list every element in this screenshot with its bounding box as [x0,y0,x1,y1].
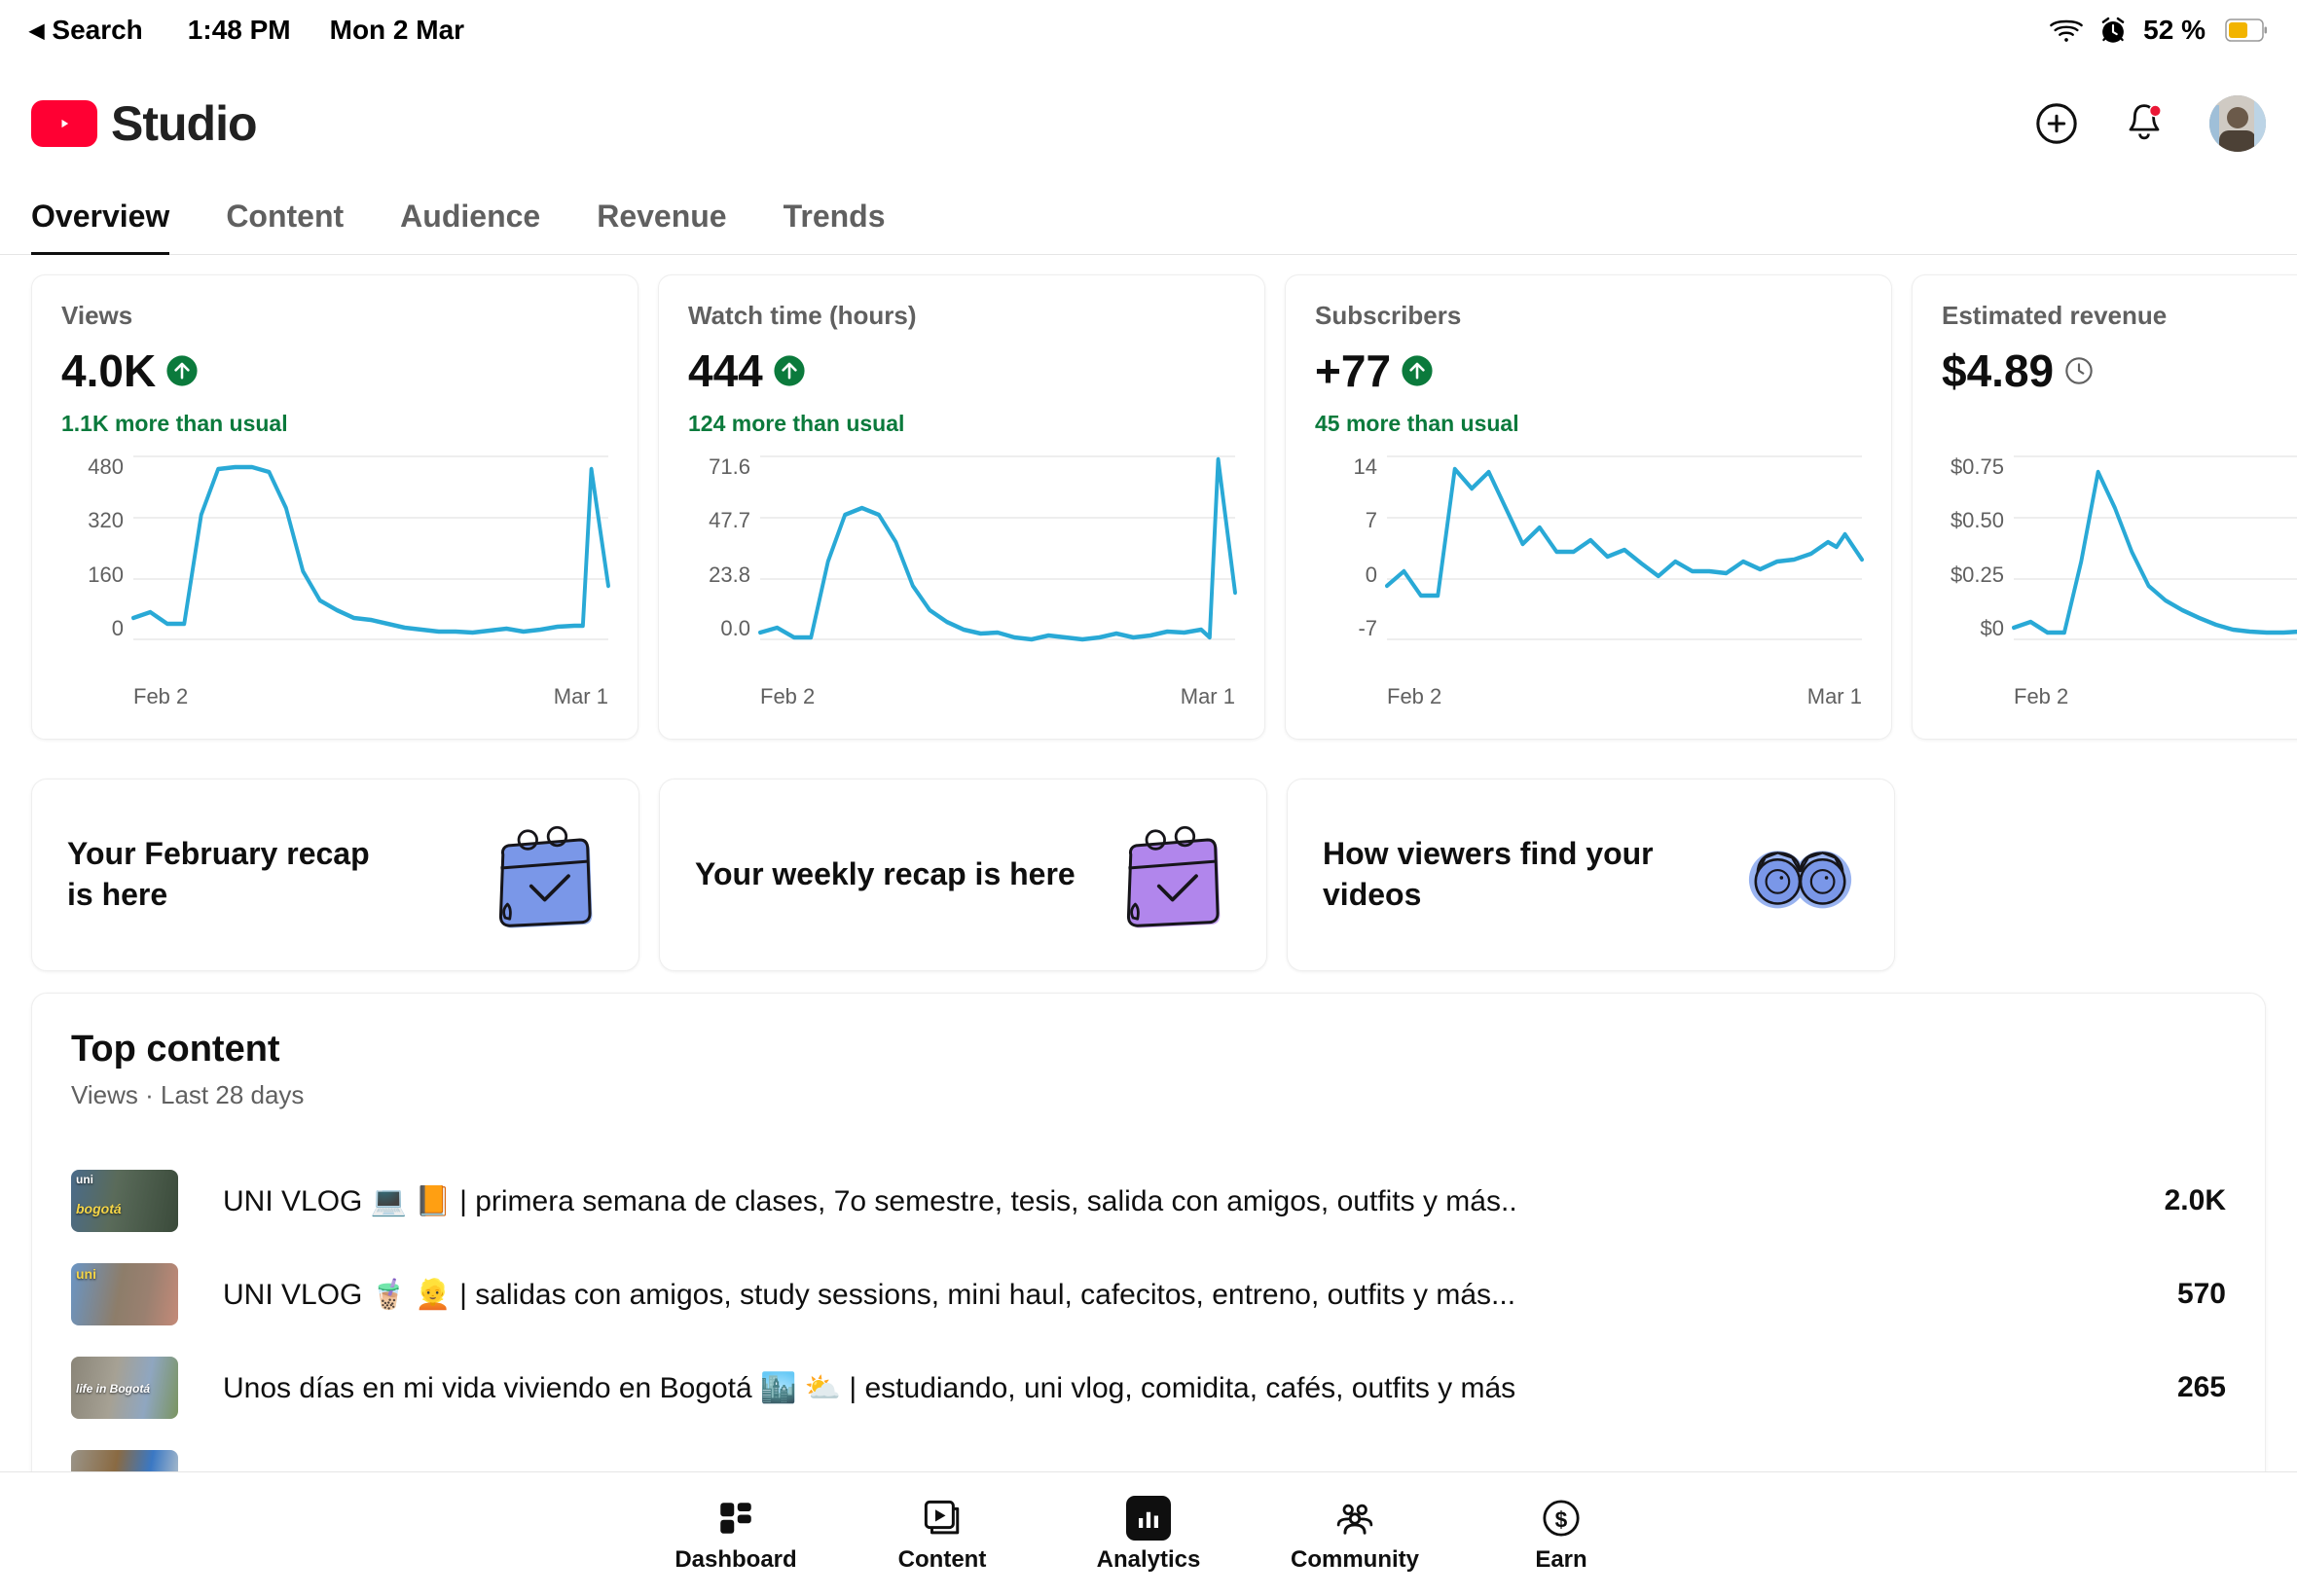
svg-text:$: $ [1555,1506,1568,1532]
